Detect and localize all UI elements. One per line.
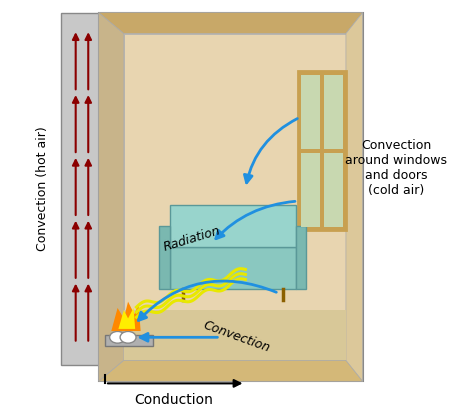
Polygon shape [99,360,363,381]
Text: Convection: Convection [202,318,272,354]
Bar [301,75,320,149]
Polygon shape [111,302,141,331]
Bar [159,226,170,289]
Bar [301,153,320,227]
Text: Convection (hot air): Convection (hot air) [36,126,49,251]
Bar [61,13,101,365]
Bar [298,71,346,230]
Bar [170,205,296,247]
Text: Convection
around windows
and doors
(cold air): Convection around windows and doors (col… [345,139,447,197]
Ellipse shape [120,331,136,343]
Polygon shape [346,13,363,381]
Bar [296,226,306,289]
Polygon shape [99,13,363,34]
Text: Radiation: Radiation [162,224,222,253]
Polygon shape [118,308,135,329]
Ellipse shape [109,331,126,343]
Bar [124,34,346,360]
Polygon shape [99,13,124,381]
Bar [324,75,343,149]
Text: Conduction: Conduction [135,393,214,407]
Bar [99,13,363,381]
Bar [324,153,343,227]
Bar [105,335,153,346]
Polygon shape [124,310,346,360]
Bar [170,247,296,289]
